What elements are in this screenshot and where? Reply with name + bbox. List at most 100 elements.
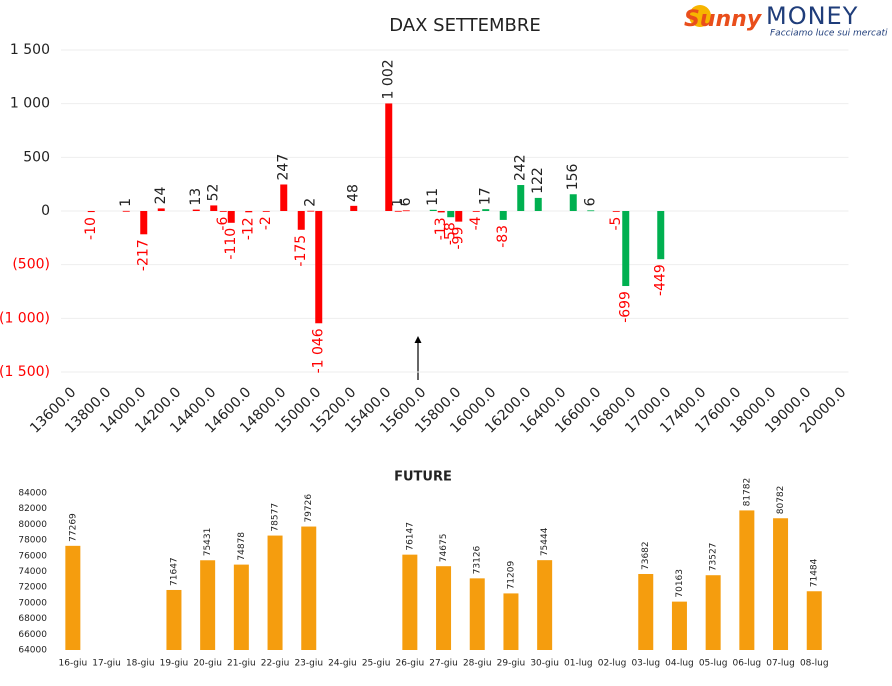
x-tick-label: 27-giu — [429, 659, 458, 669]
bar — [436, 566, 452, 650]
bar — [385, 103, 393, 211]
x-tick-label: 29-giu — [497, 659, 526, 669]
x-tick-label: 23-giu — [294, 659, 323, 669]
y-tick-label: 76000 — [18, 551, 47, 561]
data-label: 73126 — [473, 545, 483, 574]
x-tick-label: 17-giu — [92, 659, 121, 669]
data-label: 75444 — [540, 527, 550, 556]
bar — [394, 210, 402, 212]
x-tick-label: 07-lug — [766, 659, 795, 669]
data-label: 75431 — [203, 528, 213, 557]
data-label: 73682 — [641, 541, 651, 570]
bar — [65, 545, 81, 650]
bar — [307, 210, 315, 212]
logo: Sunny MONEY Facciamo luce sui mercati — [684, 2, 888, 39]
data-label: 81782 — [742, 478, 752, 507]
y-tick-label: 82000 — [18, 504, 47, 514]
x-tick-label: 19-giu — [160, 659, 189, 669]
data-label: -2 — [258, 216, 274, 230]
data-label: 73527 — [709, 543, 719, 572]
x-tick-label: 05-lug — [699, 659, 728, 669]
bar — [499, 211, 507, 220]
x-tick-label: 25-giu — [362, 659, 391, 669]
data-label: 2 — [303, 198, 319, 207]
data-label: 1 — [390, 198, 406, 207]
y-tick-label: 84000 — [18, 489, 47, 499]
bar — [705, 575, 721, 650]
x-tick-label: 03-lug — [631, 659, 660, 669]
bar — [227, 211, 235, 223]
logo-tagline: Facciamo luce sui mercati — [770, 29, 888, 39]
bar — [429, 209, 437, 211]
logo-brand: MONEY — [766, 2, 858, 30]
bar — [157, 208, 165, 211]
bar — [233, 564, 249, 650]
data-label: 74878 — [237, 532, 247, 561]
x-tick-label: 20-giu — [193, 659, 222, 669]
bar — [262, 211, 270, 212]
bar — [773, 518, 789, 650]
bar — [87, 211, 95, 213]
data-label: 78577 — [271, 503, 281, 532]
data-label: -83 — [495, 225, 511, 248]
bar — [806, 591, 822, 650]
y-tick-label: 500 — [23, 149, 50, 165]
bar — [739, 510, 755, 650]
data-label: 52 — [206, 184, 222, 202]
x-tick-label: 08-lug — [800, 659, 829, 669]
data-label: 76147 — [405, 522, 415, 551]
bar — [455, 211, 463, 222]
bar — [447, 211, 455, 218]
bar — [569, 194, 577, 211]
data-label: -1 046 — [311, 328, 327, 373]
data-label: -99 — [451, 227, 467, 250]
bar — [315, 211, 323, 324]
bar — [657, 211, 665, 260]
chart-title: FUTURE — [394, 470, 452, 485]
data-label: -175 — [293, 235, 309, 267]
bar — [472, 211, 480, 212]
chart-title: DAX SETTEMBRE — [389, 15, 541, 36]
y-tick-label: 1 000 — [10, 96, 50, 112]
bar — [166, 589, 182, 650]
bar — [192, 209, 200, 211]
annotation-arrow — [414, 336, 422, 380]
bar — [140, 211, 148, 235]
data-label: -10 — [83, 217, 99, 240]
data-label: 80782 — [776, 486, 786, 515]
bar — [482, 209, 490, 211]
data-label: 74675 — [439, 534, 449, 563]
x-tick-label: 02-lug — [598, 659, 627, 669]
bar — [437, 211, 445, 213]
x-tick-label: 22-giu — [261, 659, 290, 669]
bar — [210, 205, 218, 211]
data-label: -699 — [618, 291, 634, 323]
bar — [402, 554, 418, 650]
data-label: -4 — [468, 216, 484, 230]
data-label: 13 — [188, 188, 204, 206]
data-label: 6 — [398, 197, 414, 206]
data-label: 6 — [583, 197, 599, 206]
data-label: 11 — [425, 188, 441, 206]
data-label: 17 — [478, 187, 494, 205]
y-tick-label: 1 500 — [10, 42, 50, 58]
y-tick-label: 78000 — [18, 536, 47, 546]
data-label: 71484 — [810, 558, 820, 587]
bar — [671, 601, 687, 650]
x-tick-label: 30-giu — [530, 659, 559, 669]
x-tick-label: 18-giu — [126, 659, 155, 669]
logo-sun — [689, 5, 711, 27]
bar — [219, 211, 227, 212]
y-tick-label: 70000 — [18, 598, 47, 608]
y-tick-label: 72000 — [18, 583, 47, 593]
data-label: 1 002 — [381, 59, 397, 99]
bar — [534, 197, 542, 211]
data-label: 71209 — [506, 561, 516, 590]
data-label: 24 — [153, 187, 169, 205]
data-label: 247 — [276, 154, 292, 181]
data-label: 156 — [565, 163, 581, 190]
y-tick-label: 68000 — [18, 614, 47, 624]
bar — [537, 560, 553, 650]
data-label: -6 — [215, 217, 231, 231]
